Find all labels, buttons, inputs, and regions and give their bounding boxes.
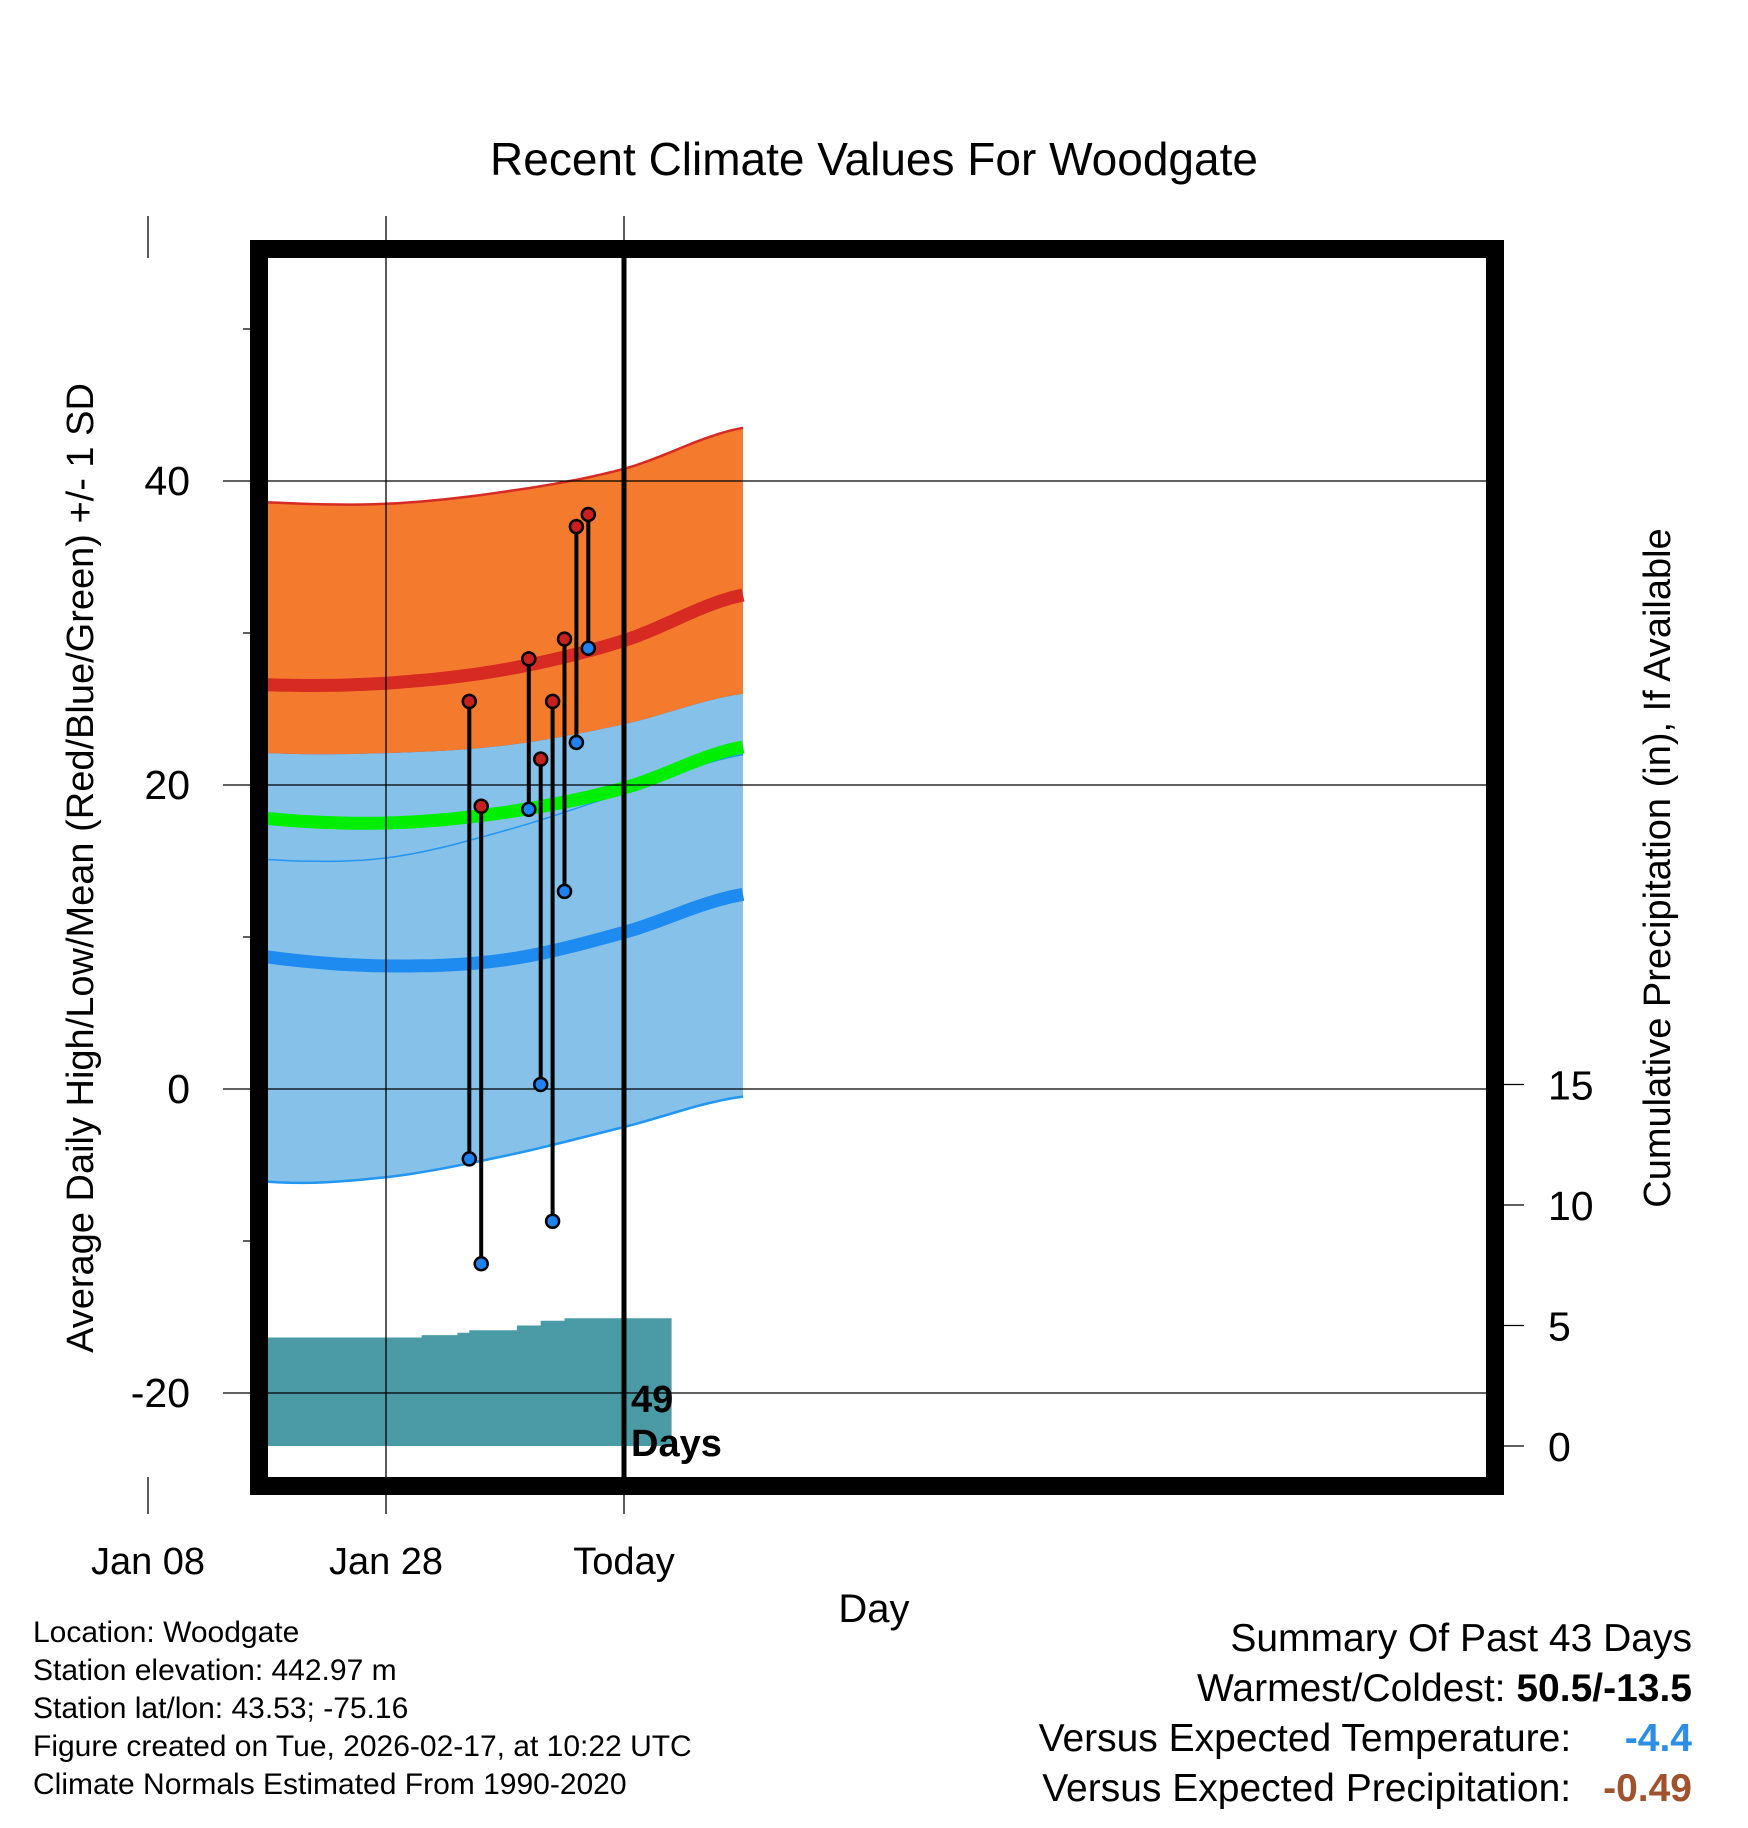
today-days-label: Days xyxy=(631,1423,722,1465)
station-info: Location: Woodgate Station elevation: 44… xyxy=(33,1614,692,1804)
station-elevation: Station elevation: 442.97 m xyxy=(33,1654,397,1687)
y2-tick-label: 5 xyxy=(1548,1304,1571,1350)
low-point xyxy=(461,1151,478,1167)
high-point xyxy=(130,657,143,670)
observations xyxy=(118,506,597,1272)
warm-cold-value: 50.5/-13.5 xyxy=(1516,1667,1692,1710)
plot-layers xyxy=(118,258,1486,1477)
low-point xyxy=(165,962,178,975)
low-point xyxy=(568,734,585,751)
low-point xyxy=(532,1076,549,1093)
low-point xyxy=(130,844,143,857)
low-lower-edge xyxy=(268,1095,744,1185)
summary-warm-cold: Warmest/Coldest: 50.5/-13.5 xyxy=(1039,1664,1692,1714)
precip-area xyxy=(268,1318,672,1446)
warm-cold-label: Warmest/Coldest: xyxy=(1197,1667,1506,1710)
high-point xyxy=(521,651,537,667)
low-point xyxy=(142,683,155,696)
low-point xyxy=(473,1256,489,1272)
high-point xyxy=(556,631,573,647)
low-point xyxy=(118,821,131,834)
high-upper-edge xyxy=(268,426,744,506)
x-tick-label: Today xyxy=(573,1541,674,1583)
y2-tick-label: 15 xyxy=(1548,1063,1594,1109)
precip-label: Versus Expected Precipitation: xyxy=(1042,1767,1572,1810)
temp-value: -4.4 xyxy=(1624,1717,1692,1760)
plot-frame xyxy=(250,240,1504,1495)
chart-title: Recent Climate Values For Woodgate xyxy=(490,133,1258,185)
y-tick-label: 20 xyxy=(144,762,190,808)
today-days-number: 49 xyxy=(631,1379,673,1421)
high-point xyxy=(544,693,561,710)
low-point xyxy=(153,598,166,611)
y-tick-label: 40 xyxy=(144,458,190,504)
summary-box: Summary Of Past 43 Days Warmest/Coldest:… xyxy=(1039,1614,1692,1814)
high-point xyxy=(461,693,478,710)
x-tick-label: Jan 28 xyxy=(329,1541,443,1583)
y-tick-label: -20 xyxy=(131,1370,190,1416)
y2-tick-label: 10 xyxy=(1548,1183,1594,1229)
high-point xyxy=(473,798,489,815)
normal-low-line xyxy=(268,888,745,973)
normal-mean-line xyxy=(268,740,745,830)
normals-period: Climate Normals Estimated From 1990-2020 xyxy=(33,1768,627,1801)
summary-title: Summary Of Past 43 Days xyxy=(1230,1617,1692,1660)
low-point xyxy=(580,640,597,656)
low-point xyxy=(521,801,537,818)
x-axis-label: Day xyxy=(838,1587,909,1631)
high-point xyxy=(568,518,585,535)
station-latlon: Station lat/lon: 43.53; -75.16 xyxy=(33,1692,409,1725)
high-point xyxy=(580,506,597,523)
normal-high-line xyxy=(268,588,745,692)
low-upper-edge xyxy=(268,753,744,863)
summary-precip: Versus Expected Precipitation: -0.49 xyxy=(1039,1764,1692,1814)
today-marker: 49 Days xyxy=(621,241,722,1494)
low-point xyxy=(544,1213,561,1229)
y2-tick-label: 0 xyxy=(1548,1424,1571,1470)
station-location: Location: Woodgate xyxy=(33,1616,300,1649)
low-point xyxy=(556,883,573,900)
high-point xyxy=(532,751,549,767)
high-point xyxy=(142,558,155,571)
temp-label: Versus Expected Temperature: xyxy=(1038,1717,1572,1760)
y-tick-label: 0 xyxy=(167,1066,190,1112)
figure-created: Figure created on Tue, 2026-02-17, at 10… xyxy=(33,1730,692,1763)
x-tick-label: Jan 08 xyxy=(91,1541,205,1583)
high-point xyxy=(118,557,131,570)
summary-temp: Versus Expected Temperature: -4.4 xyxy=(1039,1714,1692,1764)
y-axis-label: Average Daily High/Low/Mean (Red/Blue/Gr… xyxy=(60,383,102,1353)
high-point xyxy=(165,592,178,605)
y2-axis-label: Cumulative Precipitation (in), If Availa… xyxy=(1637,528,1679,1207)
precip-value: -0.49 xyxy=(1603,1767,1692,1810)
